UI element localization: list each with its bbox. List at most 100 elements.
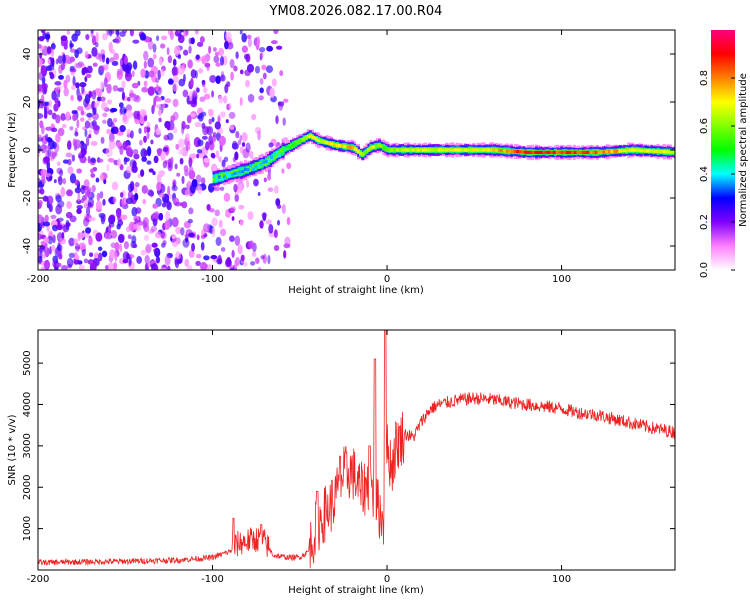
ridge-core	[474, 148, 478, 152]
noise-speckle	[44, 214, 49, 223]
noise-speckle	[80, 184, 86, 195]
noise-speckle	[136, 256, 143, 264]
noise-speckle	[77, 231, 81, 242]
noise-speckle	[95, 31, 99, 43]
noise-speckle	[198, 112, 204, 122]
noise-speckle	[148, 168, 154, 173]
ridge-core	[435, 148, 439, 152]
ridge-core	[411, 148, 415, 152]
noise-speckle	[135, 95, 140, 100]
noise-speckle	[188, 232, 195, 238]
ridge-band	[212, 176, 216, 181]
ridge-core	[531, 150, 535, 154]
noise-speckle	[121, 80, 126, 89]
noise-speckle	[150, 139, 154, 145]
noise-speckle	[73, 139, 81, 149]
noise-speckle	[85, 73, 92, 79]
noise-speckle	[134, 218, 139, 224]
noise-speckle	[54, 151, 58, 157]
noise-speckle	[147, 57, 155, 68]
ridge-core	[440, 148, 444, 152]
ridge-core	[212, 174, 216, 179]
noise-speckle	[271, 78, 277, 87]
noise-speckle	[257, 130, 261, 141]
noise-speckle	[74, 131, 79, 137]
noise-speckle	[196, 234, 200, 241]
ridge-core	[605, 150, 609, 154]
noise-speckle	[281, 203, 286, 215]
ridge-band	[250, 165, 254, 171]
ridge-core	[408, 148, 412, 152]
noise-speckle	[85, 136, 90, 147]
noise-speckle	[112, 196, 117, 204]
noise-speckle	[177, 34, 185, 44]
ridge-core	[293, 142, 297, 146]
ridge-core	[296, 140, 300, 144]
snr-x-tick-label: -200	[27, 574, 50, 585]
noise-speckle	[196, 149, 203, 154]
noise-speckle	[41, 30, 46, 35]
noise-speckle	[151, 263, 158, 270]
ridge-core	[254, 165, 258, 169]
noise-speckle	[74, 254, 80, 260]
ridge-core	[382, 146, 386, 150]
ridge-core	[631, 148, 635, 152]
noise-speckle	[279, 69, 284, 77]
noise-speckle	[225, 119, 229, 124]
noise-speckle	[152, 203, 159, 209]
noise-speckle	[234, 194, 240, 202]
noise-speckle	[76, 208, 82, 215]
noise-speckle	[218, 156, 222, 163]
noise-speckle	[158, 109, 162, 117]
noise-speckle	[203, 223, 210, 233]
noise-speckle	[176, 172, 181, 177]
noise-speckle	[38, 83, 43, 91]
noise-speckle	[113, 262, 118, 270]
colorbar: 0.0 0.2 0.4 0.6 0.8 Normalized spectral ampl…	[699, 30, 749, 278]
spectrogram-x-axis-label: Height of straight line (km)	[288, 285, 424, 296]
noise-speckle	[145, 243, 152, 253]
ridge-core	[272, 153, 276, 157]
noise-speckle	[43, 104, 47, 112]
ridge-core	[351, 145, 355, 150]
noise-speckle	[132, 243, 138, 249]
noise-speckle	[46, 65, 52, 72]
snr-y-tick-label: 2000	[22, 475, 33, 500]
noise-speckle	[107, 157, 115, 163]
ridge-core	[283, 147, 287, 152]
ridge-core	[476, 148, 480, 152]
noise-speckle	[197, 185, 203, 195]
noise-speckle	[105, 264, 109, 270]
noise-speckle	[77, 192, 81, 202]
noise-speckle	[114, 251, 118, 262]
ridge-core	[461, 148, 465, 152]
ridge-band	[248, 166, 252, 172]
ridge-core	[233, 171, 237, 175]
noise-speckle	[55, 262, 62, 268]
noise-speckle	[38, 233, 42, 241]
noise-speckle	[113, 52, 119, 61]
noise-speckle	[162, 160, 168, 169]
noise-speckle	[74, 30, 81, 37]
noise-speckle	[107, 262, 115, 270]
ridge-core	[565, 150, 569, 154]
ridge-core	[317, 138, 321, 142]
noise-speckle	[55, 58, 59, 65]
noise-speckle	[123, 55, 128, 65]
ridge-core	[620, 149, 624, 153]
noise-speckle	[156, 173, 162, 183]
noise-speckle	[283, 250, 287, 259]
noise-speckle	[114, 35, 121, 44]
noise-speckle	[231, 216, 235, 221]
noise-speckle	[60, 186, 66, 197]
noise-speckle	[132, 39, 140, 44]
noise-speckle	[68, 237, 75, 247]
noise-speckle	[275, 115, 279, 125]
ridge-core	[246, 167, 250, 172]
noise-speckle	[158, 170, 166, 176]
noise-speckle	[95, 232, 103, 242]
ridge-core	[521, 150, 525, 154]
noise-speckle	[119, 57, 124, 68]
noise-speckle	[106, 83, 112, 94]
noise-speckle	[49, 73, 55, 80]
